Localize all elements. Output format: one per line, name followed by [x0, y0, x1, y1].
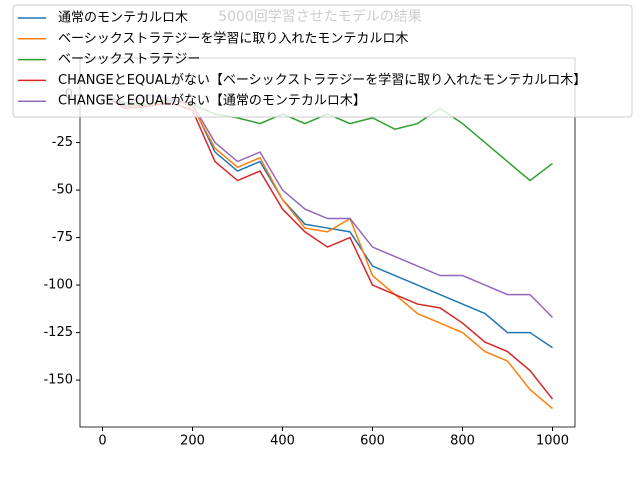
- legend-label: 通常のモンテカルロ木: [58, 11, 188, 26]
- legend-label: CHANGEとEQUALがない【通常のモンテカルロ木】: [58, 94, 366, 109]
- x-tick-label: 0: [98, 434, 106, 449]
- legend-label: ベーシックストラテジー: [58, 52, 200, 67]
- legend-label: CHANGEとEQUALがない【ベーシックストラテジーを学習に取り入れたモンテカ…: [58, 72, 586, 88]
- x-tick-label: 600: [360, 434, 385, 449]
- y-tick-label: -50: [52, 183, 73, 198]
- y-tick-label: -75: [52, 230, 73, 245]
- x-tick-label: 1000: [536, 434, 569, 449]
- y-tick-label: -100: [43, 278, 73, 293]
- x-tick-label: 200: [180, 434, 205, 449]
- y-tick-label: -125: [43, 325, 73, 340]
- legend-box: [12, 4, 633, 118]
- x-tick-label: 400: [270, 434, 295, 449]
- x-tick-label: 800: [450, 434, 475, 449]
- y-tick-label: -150: [43, 373, 73, 388]
- y-tick-label: -25: [52, 135, 73, 150]
- legend-label: ベーシックストラテジーを学習に取り入れたモンテカルロ木: [58, 30, 408, 46]
